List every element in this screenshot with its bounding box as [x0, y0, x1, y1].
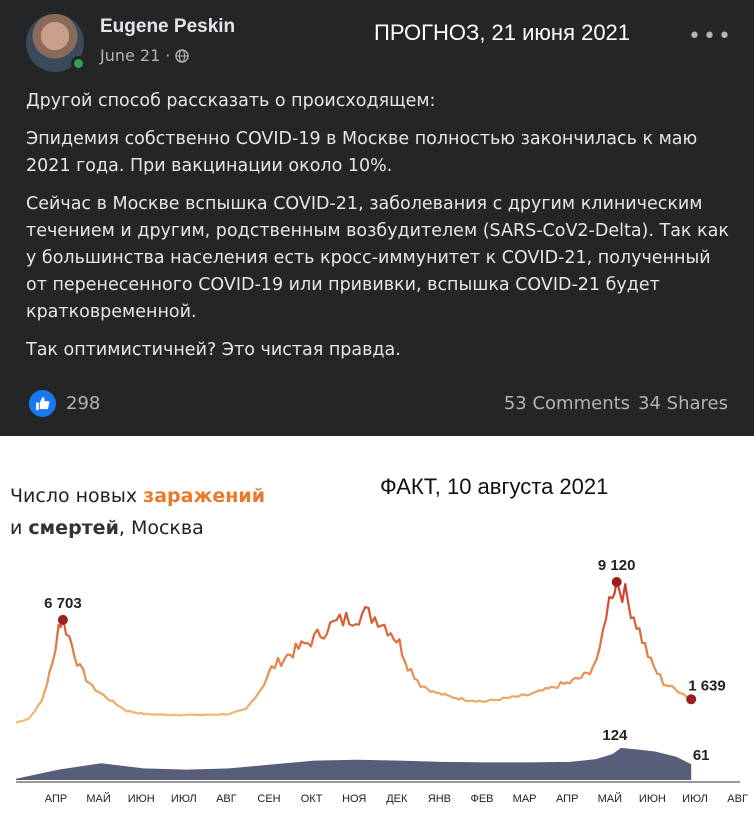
thumbs-up-icon	[35, 396, 50, 411]
deaths-peak-label: 124	[602, 727, 628, 744]
globe-icon	[175, 48, 190, 63]
x-tick-label: ИЮН	[639, 793, 666, 805]
title-accent: заражений	[143, 485, 266, 507]
title-text: и	[10, 517, 29, 539]
forecast-label: ПРОГНОЗ, 21 июня 2021	[374, 20, 631, 45]
x-tick-label: ИЮН	[128, 793, 155, 805]
x-tick-label: АПР	[556, 793, 578, 805]
x-tick-label: МАР	[513, 793, 537, 805]
post-meta: June 21 ·	[100, 46, 190, 65]
infections-peak-label: 1 639	[688, 677, 726, 694]
post-date[interactable]: June 21	[100, 46, 161, 65]
chart-title: Число новых заражений и смертей, Москва	[10, 480, 265, 544]
infections-peak-marker	[57, 614, 68, 625]
infections-peak-marker	[686, 694, 697, 705]
x-tick-label: ОКТ	[301, 793, 323, 805]
post-text: Другой способ рассказать о происходящем:…	[26, 88, 734, 375]
x-tick-label: АПР	[45, 793, 67, 805]
x-tick-label: ЯНВ	[428, 793, 451, 805]
more-options-button[interactable]: •••	[688, 24, 733, 49]
like-icon[interactable]	[29, 390, 56, 417]
x-tick-label: СЕН	[257, 793, 280, 805]
chart-title-line-2: и смертей, Москва	[10, 512, 265, 544]
x-tick-label: АВГ	[216, 793, 237, 805]
comments-count[interactable]: 53 Comments	[503, 393, 631, 414]
title-text: Число новых	[10, 485, 144, 507]
engagement-counts: 53 Comments 34 Shares	[504, 393, 728, 414]
x-tick-label: ИЮЛ	[171, 793, 197, 805]
online-status-dot	[71, 56, 86, 71]
x-tick-label: ИЮЛ	[682, 793, 708, 805]
post-paragraph: Эпидемия собственно COVID-19 в Москве по…	[26, 129, 698, 176]
fact-label: ФАКТ, 10 августа 2021	[380, 474, 609, 499]
like-count[interactable]: 298	[66, 393, 101, 414]
post-paragraph: Сейчас в Москве вспышка COVID-21, заболе…	[26, 194, 729, 322]
infections-line	[15, 580, 692, 724]
post-paragraph: Другой способ рассказать о происходящем:	[26, 91, 436, 111]
chart-title-line-1: Число новых заражений	[10, 480, 265, 512]
infections-peak-label: 6 703	[44, 595, 82, 612]
x-tick-label: МАЙ	[86, 792, 110, 805]
facebook-post: Eugene Peskin June 21 · ПРОГНОЗ, 21 июня…	[0, 0, 754, 436]
x-tick-label: МАЙ	[598, 792, 622, 805]
infections-peak-label: 9 120	[598, 557, 636, 574]
covid-chart: АПР МАЙ ИЮН ИЮЛ АВГ СЕН ОКТ НОЯ ДЕК ЯНВ ФЕВ МАР АПР М…	[15, 557, 748, 805]
title-text: , Москва	[118, 517, 204, 539]
x-tick-label: НОЯ	[342, 793, 366, 805]
deaths-peak-label: 61	[693, 747, 710, 764]
deaths-area	[16, 747, 692, 780]
author-name[interactable]: Eugene Peskin	[100, 16, 236, 37]
x-tick-label: АВГ	[727, 793, 748, 805]
title-dark: смертей	[28, 517, 119, 539]
infections-peak-marker	[611, 577, 622, 587]
post-paragraph: Так оптимистичней? Это чистая правда.	[26, 340, 401, 360]
x-tick-label: ДЕК	[386, 793, 408, 805]
meta-separator: ·	[165, 46, 171, 65]
x-tick-label: ФЕВ	[470, 793, 493, 805]
shares-count[interactable]: 34 Shares	[638, 393, 728, 414]
